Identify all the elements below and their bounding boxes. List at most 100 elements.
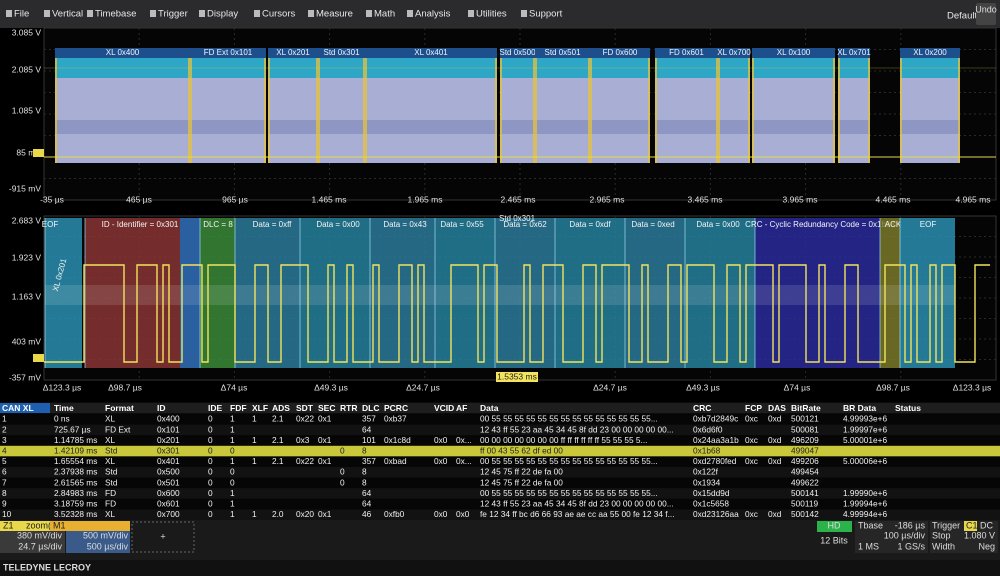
footer xyxy=(0,560,1000,576)
y-axis-label: 1.163 V xyxy=(12,291,42,301)
table-cell: 3 xyxy=(2,435,7,445)
table-cell: 4 xyxy=(2,445,7,455)
add-button[interactable] xyxy=(131,521,195,553)
frame-label-bg xyxy=(365,48,497,58)
zoom-trace xyxy=(44,264,990,363)
menu-item[interactable]: Analysis xyxy=(415,9,451,20)
table-cell: 500141 xyxy=(791,488,819,498)
frame-label-bg xyxy=(838,48,870,58)
table-cell: 64 xyxy=(362,424,372,434)
column-header: SDT xyxy=(296,403,314,413)
field-block xyxy=(200,218,235,368)
frame-band xyxy=(752,120,835,134)
menu-item[interactable]: Trigger xyxy=(158,9,188,20)
table-cell: Std xyxy=(105,445,118,455)
table-cell: 3.18759 ms xyxy=(54,498,97,508)
table-row[interactable] xyxy=(0,477,1000,489)
table-row[interactable] xyxy=(0,414,1000,425)
field-block xyxy=(625,218,685,368)
menu-item[interactable]: Support xyxy=(529,9,563,20)
menu-item[interactable]: Utilities xyxy=(476,9,507,20)
table-cell: 6 xyxy=(2,467,7,477)
table-row[interactable] xyxy=(0,488,1000,499)
table-cell: 1.65554 ms xyxy=(54,456,97,466)
table-cell: 8 xyxy=(362,445,367,455)
table-cell: 1 xyxy=(2,414,7,424)
m1-values xyxy=(66,531,130,553)
frame-label-bg xyxy=(900,48,960,58)
menu-item[interactable]: File xyxy=(14,9,29,20)
width-label: Width xyxy=(932,541,955,551)
frame-band xyxy=(190,120,266,134)
table-cell: 0 xyxy=(230,467,235,477)
menu-icon xyxy=(254,10,260,17)
x-axis-label: 2.965 ms xyxy=(590,194,625,204)
selected-row[interactable] xyxy=(0,445,1000,457)
x-axis-label: 3.965 ms xyxy=(783,194,818,204)
table-cell: FD xyxy=(105,498,116,508)
table-cell: 0xb7d2849c xyxy=(693,414,738,424)
m-tdiv: 500 µs/div xyxy=(87,541,129,551)
x-axis-label: 465 µs xyxy=(126,194,152,204)
table-cell: 1 xyxy=(230,488,235,498)
z1-values xyxy=(0,531,65,553)
menu-icon xyxy=(150,10,156,17)
table-cell: 2.1 xyxy=(272,435,284,445)
z1-box xyxy=(0,521,50,531)
table-cell: 0 xyxy=(230,445,235,455)
table-cell: 12 45 75 ff 22 de fa 00 xyxy=(480,477,563,487)
field-block xyxy=(435,218,495,368)
table-cell: XL xyxy=(105,414,116,424)
undo-button[interactable] xyxy=(976,3,996,25)
table-cell: 8 xyxy=(362,467,367,477)
column-header: Status xyxy=(895,403,921,413)
menu-item[interactable]: Math xyxy=(374,9,395,20)
table-cell: 1.99994e+6 xyxy=(843,498,887,508)
menu-item[interactable]: Measure xyxy=(316,9,353,20)
column-header: DAS xyxy=(768,403,786,413)
menu-item[interactable]: Timebase xyxy=(95,9,136,20)
frame-label: Std 0x500 xyxy=(499,48,536,57)
table-cell: 12 43 ff 55 23 aa 45 34 45 8f dd 23 00 0… xyxy=(480,424,674,434)
column-header: CAN XL xyxy=(2,403,34,413)
table-cell: 4.99994e+6 xyxy=(843,509,887,519)
y-axis-label: 3.085 V xyxy=(12,27,42,37)
rate-value: 1 GS/s xyxy=(897,541,925,551)
table-cell: 1.99997e+6 xyxy=(843,424,887,434)
table-row[interactable] xyxy=(0,498,1000,510)
field-label: Data = 0x00 xyxy=(316,220,360,229)
y-axis-label: 2.683 V xyxy=(12,215,42,225)
table-cell: 00 55 55 55 55 55 55 55 55 55 55 55 55 5… xyxy=(480,488,658,498)
column-header: Data xyxy=(480,403,499,413)
column-header: ADS xyxy=(272,403,290,413)
table-cell: 0x201 xyxy=(157,435,180,445)
table-row[interactable] xyxy=(0,509,1000,520)
table-cell: 0xb37 xyxy=(384,414,407,424)
frame-label-bg xyxy=(500,48,535,58)
table-cell: 2.84983 ms xyxy=(54,488,97,498)
menu-item[interactable]: Display xyxy=(207,9,238,20)
table-row[interactable] xyxy=(0,456,1000,467)
table-cell: 499047 xyxy=(791,445,819,455)
table-row[interactable] xyxy=(0,435,1000,446)
table-corner xyxy=(0,403,50,413)
column-header: RTR xyxy=(340,403,357,413)
table-cell: 0 xyxy=(340,477,345,487)
table-cell: 499622 xyxy=(791,477,819,487)
table-cell: 0x1c5658 xyxy=(693,498,729,508)
menu-item[interactable]: Cursors xyxy=(262,9,296,20)
center-label: Std 0x301 xyxy=(499,214,536,223)
bits-label: 12 Bits xyxy=(820,535,848,545)
table-cell: 64 xyxy=(362,498,372,508)
table-cell: 500121 xyxy=(791,414,819,424)
table-cell: 1 xyxy=(230,414,235,424)
column-header: CRC xyxy=(693,403,711,413)
column-header: VCID xyxy=(434,403,454,413)
x-axis-label: 4.465 ms xyxy=(876,194,911,204)
table-row[interactable] xyxy=(0,424,1000,436)
menu-item[interactable]: Vertical xyxy=(52,9,83,20)
frame-label: FD 0x600 xyxy=(603,48,638,57)
field-block xyxy=(300,218,370,368)
table-row[interactable] xyxy=(0,467,1000,478)
table-cell: 0x301 xyxy=(157,445,180,455)
